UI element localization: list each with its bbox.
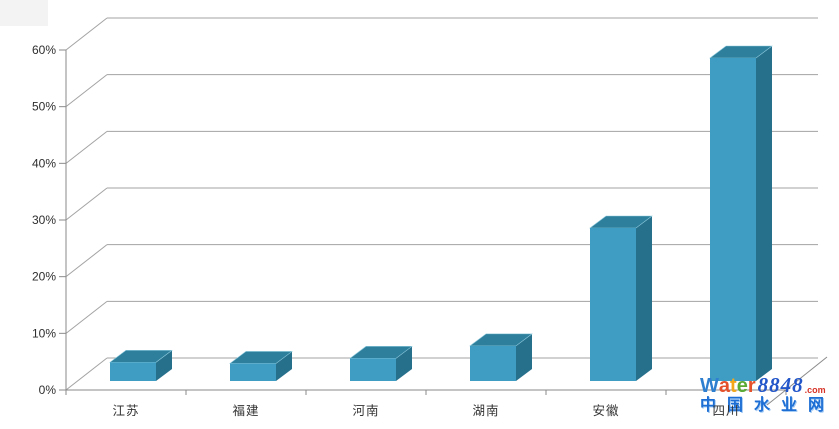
- watermark-com-suffix: .com: [804, 385, 826, 395]
- gridline-diagonal: [65, 187, 108, 221]
- watermark-brand-line: Water 8848 .com: [700, 373, 839, 397]
- y-axis-tick-label: 40%: [32, 156, 56, 170]
- bar-front-face: [590, 228, 636, 381]
- bar-side-face: [276, 351, 292, 381]
- y-axis-tick-label: 20%: [32, 270, 56, 284]
- bar-side-face: [756, 46, 772, 381]
- gridline-diagonal: [65, 17, 108, 51]
- watermark-brand-word: Water: [700, 376, 756, 396]
- bar-front-face: [230, 363, 276, 381]
- y-axis-tick-label: 60%: [32, 43, 56, 57]
- y-axis-tick-label: 0%: [39, 383, 57, 397]
- bar-side-face: [396, 346, 412, 381]
- gridline-diagonal: [65, 74, 108, 108]
- watermark-brand-letter: W: [700, 375, 719, 397]
- bar-front-face: [710, 58, 756, 381]
- watermark-chinese-line: 中国水业网: [700, 397, 836, 414]
- gridline-diagonal: [65, 300, 108, 334]
- bar-front-face: [470, 345, 516, 381]
- corner-artifact: [0, 0, 48, 26]
- floor-right-edge: [766, 356, 828, 406]
- gridline-diagonal: [65, 130, 108, 164]
- bar-side-face: [516, 333, 532, 381]
- bar-front-face: [350, 358, 396, 381]
- watermark-brand-letter: a: [718, 375, 731, 397]
- y-axis-tick-label: 50%: [32, 100, 56, 114]
- watermark-brand-letter: e: [736, 375, 748, 397]
- watermark: Water 8848 .com 中国水业网: [700, 375, 839, 414]
- watermark-brand-letter: t: [730, 375, 737, 397]
- watermark-number: 8848: [757, 373, 804, 397]
- bar-side-face: [156, 350, 172, 381]
- gridline-diagonal: [65, 357, 108, 391]
- watermark-brand-letter: r: [747, 375, 756, 397]
- y-axis-tick-label: 30%: [32, 213, 56, 227]
- gridline-diagonal: [65, 244, 108, 278]
- bar-front-face: [110, 362, 156, 381]
- bar-side-face: [636, 216, 652, 381]
- y-axis-tick-label: 10%: [32, 326, 56, 340]
